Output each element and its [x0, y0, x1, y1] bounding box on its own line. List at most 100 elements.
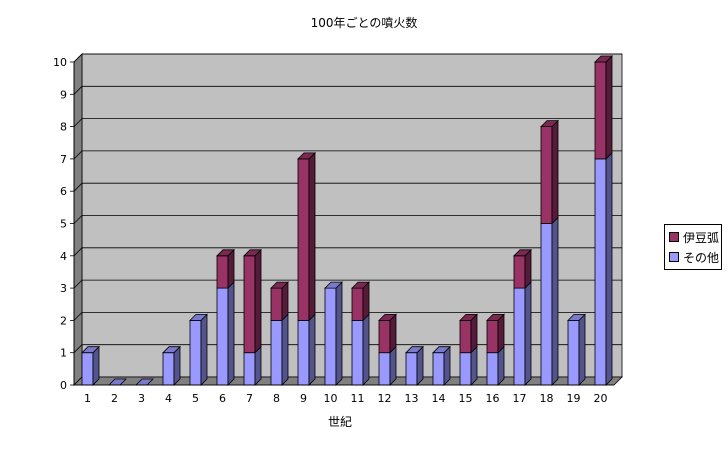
gridline — [73, 53, 622, 63]
x-tick-label: 20 — [594, 392, 608, 405]
bar-izu-11 — [351, 287, 364, 321]
bar-side-7 — [254, 248, 262, 354]
bar-top-18 — [540, 120, 559, 127]
bar-other-8 — [270, 319, 283, 386]
bar-side-13 — [416, 345, 424, 386]
gridline — [73, 247, 622, 257]
bar-side-17 — [524, 248, 532, 290]
bar-other-5 — [189, 319, 202, 386]
bar-izu-16 — [486, 319, 499, 354]
legend-swatch-izu — [669, 232, 679, 242]
x-tick-label: 9 — [300, 392, 307, 405]
bar-side-20 — [605, 55, 613, 160]
bar-side-20 — [605, 151, 613, 386]
bar-other-12 — [378, 352, 391, 386]
bar-side-18 — [551, 216, 559, 386]
bar-other-13 — [405, 352, 418, 386]
bar-side-18 — [551, 119, 559, 225]
bar-side-19 — [578, 313, 586, 386]
bar-side-8 — [281, 313, 289, 386]
gridline — [73, 118, 622, 127]
x-axis-label: 世紀 — [327, 415, 352, 429]
x-tick-label: 11 — [351, 392, 365, 405]
bar-other-18 — [540, 223, 553, 386]
bar-top-13 — [405, 346, 424, 354]
x-tick-label: 4 — [165, 392, 172, 405]
bar-izu-12 — [378, 319, 391, 354]
bar-other-10 — [324, 287, 337, 386]
y-tick-label: 7 — [60, 153, 67, 166]
y-tick-label: 8 — [60, 121, 67, 134]
bar-izu-17 — [513, 255, 526, 289]
x-tick-label: 10 — [324, 392, 338, 405]
bar-side-11 — [362, 281, 370, 322]
bar-top-14 — [432, 346, 451, 354]
bar-side-9 — [308, 313, 316, 386]
x-tick-label: 1 — [84, 392, 91, 405]
bar-side-16 — [497, 345, 505, 386]
bar-top-16 — [486, 313, 505, 321]
bar-side-15 — [470, 313, 478, 354]
gridline — [73, 311, 622, 321]
legend-swatch-other — [669, 252, 679, 262]
bar-other-16 — [486, 352, 499, 386]
bar-top-1 — [81, 346, 100, 354]
bar-other-7 — [243, 352, 256, 386]
x-tick-label: 19 — [567, 392, 581, 405]
bar-top-5 — [189, 313, 208, 321]
x-tick-label: 16 — [486, 392, 500, 405]
legend-item-izu: 伊豆弧 — [669, 230, 720, 245]
bar-side-6 — [227, 281, 235, 386]
bar-top-19 — [567, 313, 586, 321]
bar-other-19 — [567, 319, 580, 386]
x-tick-label: 5 — [192, 392, 199, 405]
y-tick-label: 9 — [60, 88, 67, 101]
bar-top-6 — [216, 249, 235, 257]
y-tick-labels: 0 1 2 3 4 5 6 7 8 9 10 — [53, 56, 614, 392]
bar-side-1 — [92, 345, 100, 386]
bar-izu-15 — [459, 319, 472, 354]
y-tick-label: 6 — [60, 185, 67, 198]
gridline — [73, 182, 622, 192]
x-tick-label: 3 — [138, 392, 145, 405]
bar-group — [81, 55, 613, 386]
bar-top-4 — [162, 346, 181, 354]
bar-top-9 — [297, 152, 316, 160]
bar-izu-20 — [594, 61, 607, 160]
y-tick-label: 2 — [60, 314, 67, 327]
y-tick-label: 5 — [60, 218, 67, 231]
bar-side-4 — [173, 345, 181, 386]
x-tick-labels: 1 2 3 4 5 6 7 8 9 10 11 12 13 14 15 16 17 18 19 20 — [84, 392, 608, 405]
bar-other-1 — [81, 352, 94, 386]
x-tick-label: 7 — [246, 392, 253, 405]
bar-side-15 — [470, 345, 478, 386]
bar-side-16 — [497, 313, 505, 354]
y-tick-label: 1 — [60, 347, 67, 360]
x-tick-label: 14 — [432, 392, 446, 405]
x-tick-label: 6 — [219, 392, 226, 405]
bar-top-8 — [270, 281, 289, 289]
gridline — [73, 85, 622, 95]
bar-side-11 — [362, 313, 370, 386]
legend: 伊豆弧 その他 — [664, 224, 722, 270]
legend-label-izu: 伊豆弧 — [683, 230, 720, 245]
bar-izu-9 — [297, 158, 310, 321]
bar-other-20 — [594, 158, 607, 386]
x-tick-label: 12 — [378, 392, 392, 405]
bar-other-9 — [297, 319, 310, 386]
legend-label-other: その他 — [683, 250, 720, 265]
x-tick-label: 15 — [459, 392, 473, 405]
bar-side-7 — [254, 345, 262, 386]
y-tick-label: 4 — [60, 250, 67, 263]
chart-title: 100年ごとの噴火数 — [310, 16, 418, 30]
bar-side-10 — [335, 281, 343, 386]
bar-side-8 — [281, 281, 289, 322]
floor — [73, 376, 623, 386]
gridlines — [73, 53, 622, 353]
x-tick-label: 18 — [540, 392, 554, 405]
bar-other-11 — [351, 319, 364, 386]
bar-izu-18 — [540, 126, 553, 224]
plot-walls — [73, 53, 623, 386]
bar-side-9 — [308, 151, 316, 322]
x-tick-label: 17 — [513, 392, 527, 405]
